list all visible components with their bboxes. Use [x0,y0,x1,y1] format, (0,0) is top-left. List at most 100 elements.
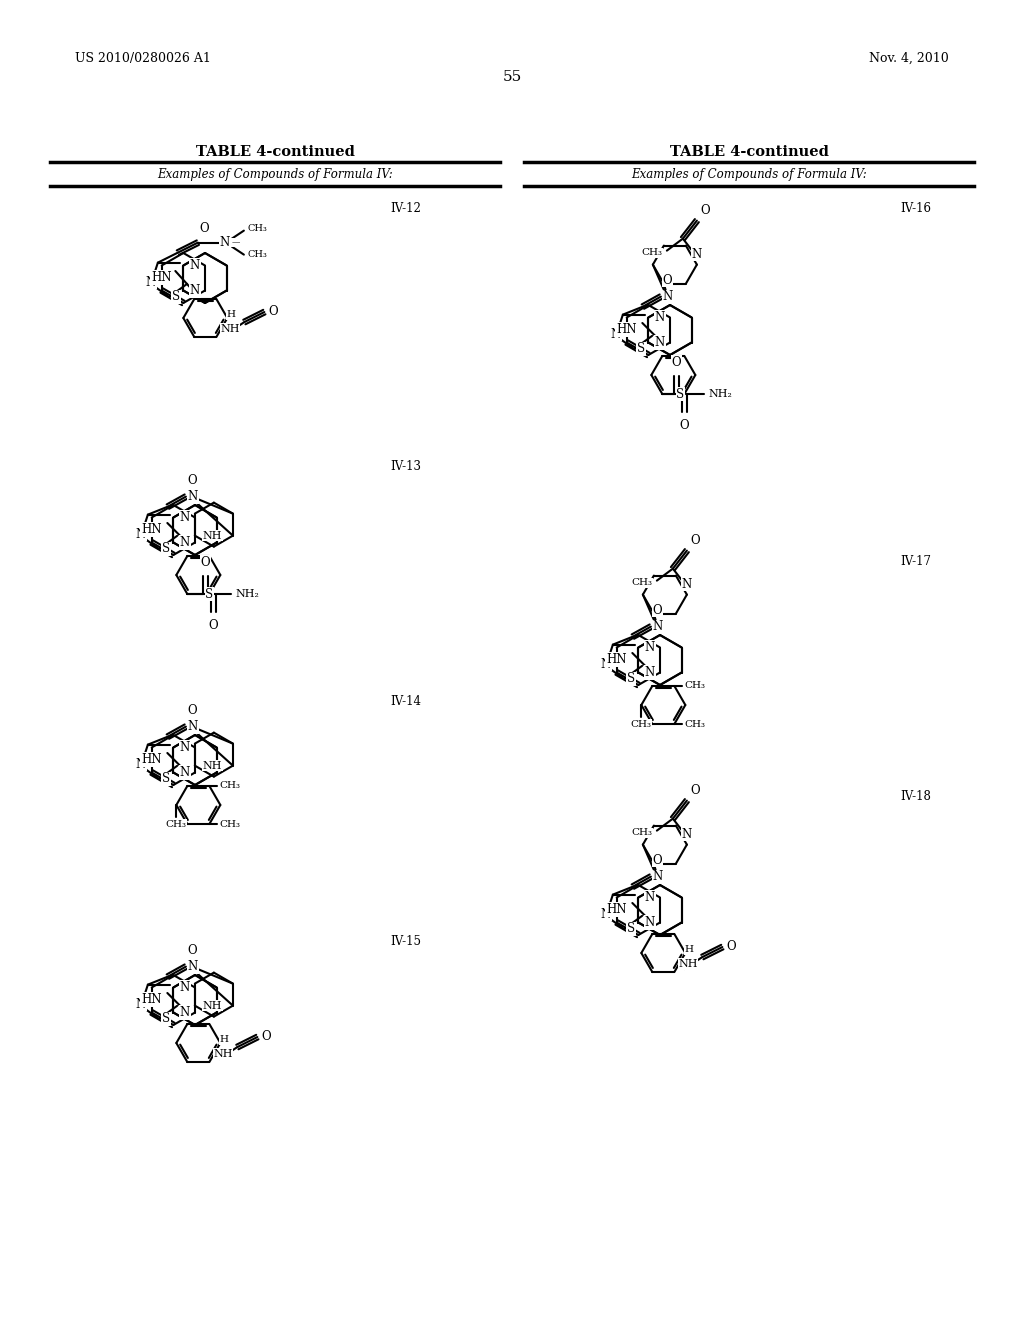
Text: IV-15: IV-15 [390,935,421,948]
Text: O: O [653,603,663,616]
Text: NH: NH [203,1001,222,1011]
Text: CH₃: CH₃ [248,249,267,259]
Text: IV-13: IV-13 [390,459,421,473]
Text: S: S [205,587,213,601]
Text: S: S [627,672,635,685]
Text: N: N [645,642,655,653]
Text: Examples of Compounds of Formula IV:: Examples of Compounds of Formula IV: [631,168,867,181]
Text: O: O [653,854,663,867]
Text: Nov. 4, 2010: Nov. 4, 2010 [869,51,949,65]
Text: N: N [180,766,190,779]
Text: N: N [180,536,190,549]
Text: O: O [200,222,210,235]
Text: N: N [653,870,664,883]
Text: H: H [227,310,236,319]
Text: O: O [187,944,198,957]
Text: O: O [726,940,736,953]
Text: N: N [682,578,692,590]
Text: IV-16: IV-16 [900,202,931,215]
Text: NH: NH [213,1049,232,1059]
Text: N: N [180,981,190,994]
Text: US 2010/0280026 A1: US 2010/0280026 A1 [75,51,211,65]
Text: S: S [637,342,645,355]
Text: CH₃: CH₃ [631,719,652,729]
Text: CH₃: CH₃ [642,248,663,257]
Text: N: N [663,290,673,304]
Text: CH₃: CH₃ [248,224,267,234]
Text: N: N [180,511,190,524]
Text: IV-18: IV-18 [900,789,931,803]
Text: O: O [700,203,711,216]
Text: S: S [172,290,180,304]
Text: HN: HN [141,752,162,766]
Text: H: H [685,945,694,954]
Text: N: N [180,741,190,754]
Text: S: S [627,923,635,936]
Text: S: S [162,1012,170,1026]
Text: CH₃: CH₃ [684,719,706,729]
Text: N: N [189,284,200,297]
Text: CH₃: CH₃ [219,820,241,829]
Text: NH₂: NH₂ [236,589,259,599]
Text: NH: NH [203,531,222,541]
Text: O: O [201,556,210,569]
Text: IV-12: IV-12 [390,202,421,215]
Text: N: N [187,490,198,503]
Text: N: N [653,620,664,634]
Text: Examples of Compounds of Formula IV:: Examples of Compounds of Formula IV: [157,168,393,181]
Text: O: O [691,533,700,546]
Text: S: S [676,388,684,400]
Text: H: H [220,1035,228,1044]
Text: HN: HN [606,653,627,667]
Text: N: N [136,528,146,541]
Text: CH₃: CH₃ [166,820,186,829]
Text: NH: NH [678,960,697,969]
Text: O: O [268,305,278,318]
Text: N: N [136,758,146,771]
Text: N: N [645,667,655,678]
Text: N: N [187,721,198,733]
Text: CH₃: CH₃ [219,781,241,791]
Text: O: O [261,1030,271,1043]
Text: NH₂: NH₂ [709,389,732,399]
Text: O: O [663,273,673,286]
Text: O: O [691,784,700,797]
Text: N: N [682,828,692,841]
Text: CH₃: CH₃ [632,578,653,587]
Text: N: N [220,236,230,249]
Text: HN: HN [141,993,162,1006]
Text: 55: 55 [503,70,521,84]
Text: N: N [692,248,702,260]
Text: TABLE 4-continued: TABLE 4-continued [196,145,354,158]
Text: CH₃: CH₃ [632,828,653,837]
Text: NH: NH [220,323,240,334]
Text: N: N [645,891,655,904]
Text: N: N [145,276,156,289]
Text: HN: HN [141,523,162,536]
Text: N: N [180,1006,190,1019]
Text: NH: NH [203,760,222,771]
Text: S: S [162,543,170,556]
Text: N: N [654,312,665,323]
Text: IV-17: IV-17 [900,554,931,568]
Text: N: N [189,259,200,272]
Text: S: S [162,772,170,785]
Text: HN: HN [151,271,171,284]
Text: N: N [654,337,665,348]
Text: N: N [136,998,146,1011]
Text: O: O [672,356,681,370]
Text: CH₃: CH₃ [684,681,706,690]
Text: HN: HN [615,323,636,337]
Text: N: N [611,327,622,341]
Text: N: N [601,908,611,921]
Text: O: O [209,619,218,632]
Text: TABLE 4-continued: TABLE 4-continued [670,145,828,158]
Text: O: O [187,474,198,487]
Text: N: N [187,960,198,973]
Text: HN: HN [606,903,627,916]
Text: IV-14: IV-14 [390,696,421,708]
Text: N: N [645,916,655,929]
Text: N: N [601,657,611,671]
Text: —: — [231,239,240,247]
Text: O: O [187,704,198,717]
